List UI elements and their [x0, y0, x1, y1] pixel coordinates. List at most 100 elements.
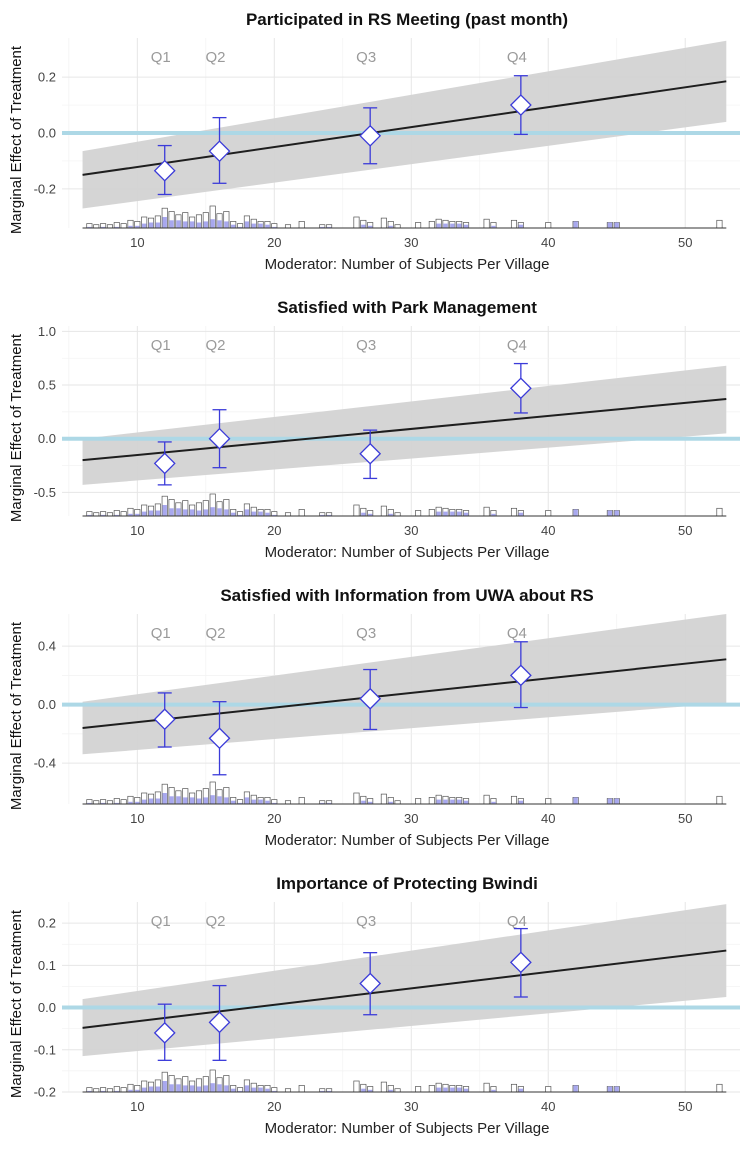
- histogram-bar-treated: [518, 800, 524, 804]
- histogram-bar-treated: [361, 512, 366, 516]
- y-tick-label: -0.2: [34, 181, 56, 196]
- point-estimate-diamond: [509, 951, 532, 974]
- histogram-bar-treated: [114, 1090, 119, 1092]
- histogram-bar-treated: [162, 505, 167, 516]
- histogram-bar: [428, 797, 435, 805]
- histogram-bar: [298, 509, 305, 517]
- histogram-bar-treated: [237, 1090, 243, 1092]
- histogram-bar: [120, 1087, 127, 1093]
- histogram-bar: [298, 221, 305, 229]
- histogram-bar-treated: [169, 220, 174, 228]
- histogram-bar-treated: [463, 224, 469, 228]
- histogram-bar-treated: [388, 225, 393, 228]
- histogram-bar-treated: [326, 226, 332, 228]
- y-tick-label: -0.1: [34, 1042, 56, 1057]
- histogram-bar-treated: [183, 797, 188, 804]
- histogram-bar-treated: [87, 514, 92, 516]
- histogram-bar-treated: [265, 800, 270, 804]
- histogram-bar-treated: [114, 514, 119, 516]
- histogram-bar-treated: [183, 1085, 188, 1092]
- x-tick-label: 20: [267, 811, 281, 826]
- histogram-bar-treated: [203, 797, 208, 804]
- x-tick-label: 30: [404, 811, 418, 826]
- point-estimate-diamond: [509, 377, 532, 400]
- y-tick-label: 0.2: [38, 70, 56, 85]
- histogram-bar-treated: [114, 802, 119, 804]
- histogram-bar-treated: [320, 226, 325, 228]
- histogram-bar-treated: [217, 508, 222, 516]
- panel-park-management: Q1 Q2 Q3 Q4 10 20 30 40 50 -0.5 0.0 0.5 1.0 Satisfie…: [0, 288, 754, 572]
- confidence-band: [82, 614, 727, 755]
- panel-title: Participated in RS Meeting (past month): [245, 10, 569, 29]
- histogram-bar-treated: [368, 1089, 373, 1092]
- histogram-bar-treated: [210, 219, 215, 228]
- quartile-estimate: [153, 1003, 176, 1061]
- histogram-bar: [380, 505, 387, 517]
- histogram-bar-treated: [231, 512, 236, 516]
- histogram-bar-treated: [491, 513, 496, 516]
- histogram-bar-treated: [135, 225, 140, 228]
- histogram-bar-treated: [142, 1087, 147, 1092]
- histogram-bar-treated: [189, 1085, 195, 1092]
- histogram-bar-treated: [368, 513, 373, 516]
- histogram-bar-treated: [87, 226, 92, 228]
- y-axis-label: Marginal Effect of Treatment: [8, 909, 25, 1099]
- histogram-bar: [716, 1083, 723, 1093]
- histogram-bar-treated: [457, 1087, 462, 1092]
- histogram-bar-treated: [436, 223, 441, 228]
- point-estimate-diamond: [208, 427, 231, 450]
- histogram-bar-treated: [457, 511, 462, 516]
- histogram-bar: [380, 1081, 387, 1093]
- histogram-bar: [380, 217, 387, 229]
- histogram-bar-treated: [100, 1090, 106, 1092]
- histogram-bar-treated: [224, 797, 229, 804]
- marginal-effect-line: [82, 658, 727, 729]
- point-estimate-diamond: [359, 972, 382, 995]
- histogram-bar-treated: [388, 513, 393, 516]
- x-axis-label: Moderator: Number of Subjects Per Villag…: [264, 544, 550, 561]
- histogram-bar-treated: [436, 799, 441, 804]
- histogram-bar-treated: [148, 798, 154, 804]
- histogram-bar: [483, 1082, 490, 1093]
- histogram-bar-treated: [237, 802, 243, 804]
- x-axis-label: Moderator: Number of Subjects Per Villag…: [264, 1120, 550, 1137]
- y-tick-label: 0.0: [38, 697, 56, 712]
- histogram-bar-treated: [183, 509, 188, 516]
- histogram-bar-treated: [217, 220, 222, 228]
- histogram-bar-treated: [162, 1081, 167, 1092]
- marginal-effect-line: [82, 949, 727, 1029]
- quartile-estimate: [208, 116, 231, 184]
- y-tick-label: 0.0: [38, 431, 56, 446]
- x-tick-label: 40: [541, 811, 555, 826]
- histogram-bar: [510, 507, 518, 517]
- histogram-bar-treated: [217, 796, 222, 804]
- histogram-bar-treated: [114, 226, 119, 228]
- histogram-bar-treated: [443, 511, 448, 516]
- quartile-estimate: [359, 429, 382, 480]
- histogram-bar-treated: [518, 224, 524, 228]
- point-estimate-diamond: [153, 1021, 176, 1044]
- quartile-label: Q2: [206, 337, 226, 354]
- quartile-label: Q4: [507, 625, 527, 642]
- histogram-bar-treated: [443, 799, 448, 804]
- histogram-bar-treated: [87, 1090, 92, 1092]
- histogram-bar-treated: [518, 512, 524, 516]
- histogram-bar-treated: [607, 222, 613, 228]
- histogram-bar-treated: [100, 514, 106, 516]
- histogram-bar-treated: [491, 225, 496, 228]
- histogram-bar-treated: [272, 802, 277, 804]
- histogram-bar-treated: [155, 222, 161, 228]
- y-tick-label: 1.0: [38, 324, 56, 339]
- histogram-bar: [716, 219, 723, 229]
- histogram-bar: [428, 1085, 435, 1093]
- histogram-bar-treated: [210, 795, 215, 804]
- y-tick-label: -0.4: [34, 756, 56, 771]
- panel-title: Satisfied with Information from UWA abou…: [220, 586, 594, 605]
- quartile-estimate: [359, 952, 382, 1016]
- histogram-bar-treated: [169, 796, 174, 804]
- y-tick-label: 0.0: [38, 126, 56, 141]
- histogram-bar-treated: [320, 1090, 325, 1092]
- point-estimate-diamond: [153, 452, 176, 475]
- histogram-bar: [483, 218, 490, 229]
- quartile-estimate: [208, 701, 231, 776]
